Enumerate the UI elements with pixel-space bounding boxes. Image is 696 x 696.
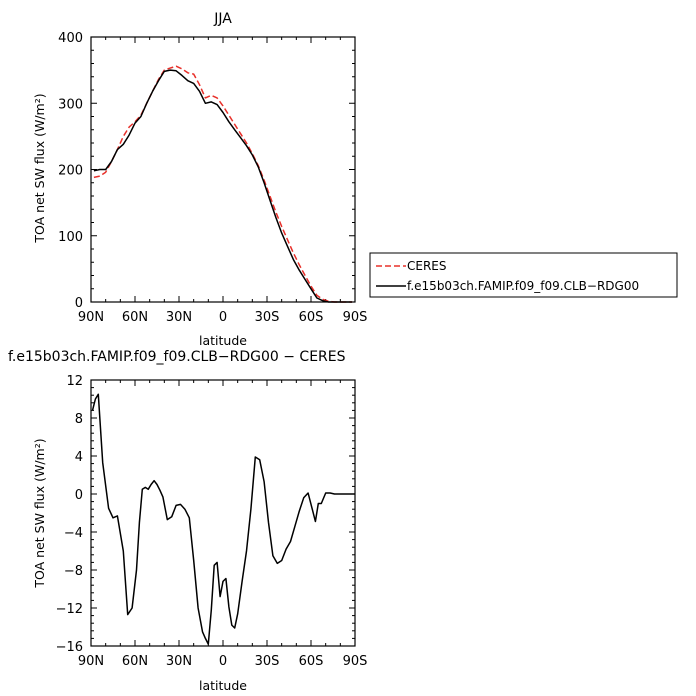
top-x-tick-label: 30S bbox=[255, 310, 280, 325]
bottom-x-tick-label: 90N bbox=[78, 654, 104, 669]
legend: CERES f.e15b03ch.FAMIP.f09_f09.CLB−RDG00 bbox=[369, 252, 678, 298]
top-y-tick-label: 400 bbox=[58, 31, 83, 46]
legend-label-ceres: CERES bbox=[407, 259, 447, 273]
bottom-x-tick-label: 60S bbox=[299, 654, 324, 669]
top-y-tick-label: 0 bbox=[75, 296, 83, 311]
bottom-plot-frame bbox=[90, 379, 356, 647]
top-x-tick-label: 90N bbox=[78, 310, 104, 325]
bottom-x-tick-label: 60N bbox=[122, 654, 148, 669]
bottom-y-tick-label: 0 bbox=[75, 488, 83, 503]
top-x-tick-label: 0 bbox=[219, 310, 227, 325]
bottom-y-tick-label: −12 bbox=[56, 602, 83, 617]
bottom-x-axis-label: latitude bbox=[199, 678, 247, 693]
top-x-tick-label: 90S bbox=[343, 310, 368, 325]
bottom-x-tick-label: 30N bbox=[166, 654, 192, 669]
bottom-y-tick-label: −8 bbox=[64, 564, 83, 579]
top-y-tick-label: 100 bbox=[58, 230, 83, 245]
top-y-axis-label: TOA net SW flux (W/m²) bbox=[32, 93, 47, 243]
bottom-y-tick-label: 4 bbox=[75, 450, 83, 465]
bottom-series-line-0 bbox=[91, 393, 355, 645]
top-y-tick-label: 300 bbox=[58, 97, 83, 112]
bottom-x-tick-label: 90S bbox=[343, 654, 368, 669]
bottom-x-tick-label: 0 bbox=[219, 654, 227, 669]
top-y-tick-label: 200 bbox=[58, 164, 83, 179]
top-panel: JJA 90N 60N 30N 0 30S 60S 90S 0 100 200 300 400 TOA… bbox=[32, 11, 367, 348]
bottom-y-tick-label: 12 bbox=[66, 374, 83, 389]
bottom-plot-area: 90N 60N 30N 0 30S 60S 90S −16 −12 −8 −4 0 4 8 12 bbox=[56, 374, 368, 669]
bottom-chart-title: f.e15b03ch.FAMIP.f09_f09.CLB−RDG00 − CER… bbox=[8, 349, 346, 365]
top-x-tick-label: 60N bbox=[122, 310, 148, 325]
legend-label-model: f.e15b03ch.FAMIP.f09_f09.CLB−RDG00 bbox=[407, 279, 639, 293]
top-x-tick-label: 30N bbox=[166, 310, 192, 325]
top-x-tick-label: 60S bbox=[299, 310, 324, 325]
bottom-y-tick-label: −4 bbox=[64, 526, 83, 541]
top-chart-title: JJA bbox=[213, 11, 232, 27]
top-x-axis-label: latitude bbox=[199, 333, 247, 348]
top-series-line-1 bbox=[93, 69, 353, 303]
top-plot-frame bbox=[90, 36, 356, 303]
top-series-line-0 bbox=[93, 65, 353, 303]
top-plot-area: 90N 60N 30N 0 30S 60S 90S 0 100 200 300 400 bbox=[58, 31, 367, 325]
bottom-y-axis-label: TOA net SW flux (W/m²) bbox=[32, 438, 47, 588]
legend-box bbox=[369, 252, 678, 298]
bottom-y-tick-label: −16 bbox=[56, 640, 83, 655]
bottom-x-tick-label: 30S bbox=[255, 654, 280, 669]
bottom-y-tick-label: 8 bbox=[75, 412, 83, 427]
bottom-panel: f.e15b03ch.FAMIP.f09_f09.CLB−RDG00 − CER… bbox=[8, 349, 367, 693]
